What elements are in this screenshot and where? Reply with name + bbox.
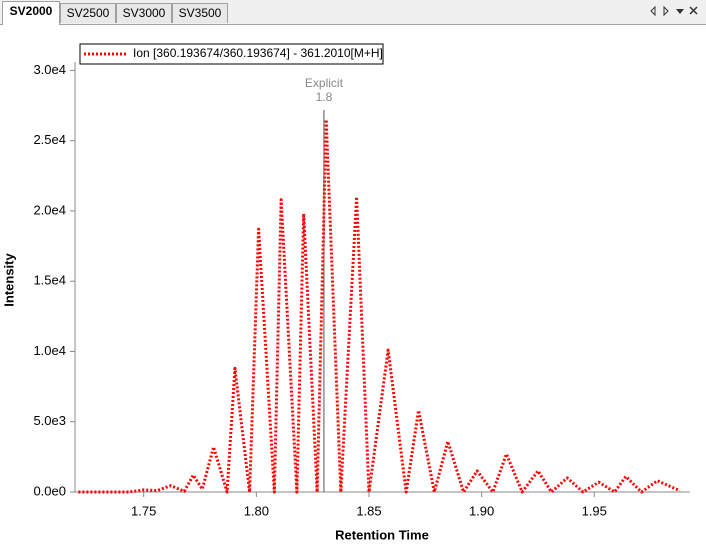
annotation-value: 1.8 <box>316 90 333 104</box>
series-line <box>78 118 681 494</box>
y-axis-label: Intensity <box>1 253 16 307</box>
y-tick-label: 2.5e4 <box>33 132 66 147</box>
y-tick-label: 1.5e4 <box>33 273 66 288</box>
legend-box <box>79 43 384 65</box>
legend-label: Ion [360.193674/360.193674] - 361.2010[M… <box>133 46 383 60</box>
dropdown[interactable] <box>676 9 684 14</box>
chart: Ion [360.193674/360.193674] - 361.2010[M… <box>1 43 690 542</box>
tab[interactable]: SV3500 <box>172 3 228 23</box>
y-tick-label: 3.0e4 <box>33 62 66 77</box>
close[interactable] <box>689 6 698 15</box>
tab[interactable]: SV3000 <box>116 3 172 23</box>
x-tick-label: 1.90 <box>469 503 494 518</box>
y-tick-label: 0.0e0 <box>33 483 66 498</box>
tab[interactable]: SV2500 <box>60 3 116 23</box>
y-tick-label: 1.0e4 <box>33 343 66 358</box>
x-tick-label: 1.85 <box>356 503 381 518</box>
tab[interactable]: SV2000 <box>2 1 60 25</box>
y-tick-label: 2.0e4 <box>33 202 66 217</box>
x-axis-label: Retention Time <box>335 527 429 542</box>
scroll-right[interactable] <box>663 5 669 17</box>
y-tick-label: 5.0e3 <box>33 413 66 428</box>
tab-bar: SV2000 SV2500 SV3000 SV3500 <box>0 0 706 25</box>
tab-controls <box>650 5 698 17</box>
x-tick-label: 1.80 <box>244 503 269 518</box>
annotation-text: Explicit <box>305 76 344 90</box>
x-tick-label: 1.75 <box>131 503 156 518</box>
x-tick-label: 1.95 <box>582 503 607 518</box>
scroll-left[interactable] <box>650 5 656 17</box>
